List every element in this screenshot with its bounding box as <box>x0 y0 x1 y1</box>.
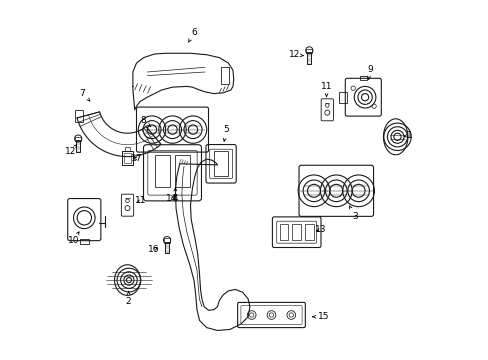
Bar <box>164 238 170 243</box>
Text: 5: 5 <box>223 125 229 141</box>
Text: 8: 8 <box>140 116 150 127</box>
Bar <box>155 155 169 187</box>
Text: 12: 12 <box>65 144 77 157</box>
Text: 2: 2 <box>125 292 131 306</box>
Bar <box>164 242 169 253</box>
Bar <box>306 49 311 53</box>
Text: 10: 10 <box>68 232 79 245</box>
Text: 17: 17 <box>130 154 142 163</box>
Bar <box>221 67 228 84</box>
Bar <box>279 224 288 240</box>
Bar <box>125 147 129 151</box>
Bar <box>75 137 81 141</box>
Text: 12: 12 <box>288 50 303 59</box>
Bar <box>80 239 88 244</box>
Text: 15: 15 <box>312 312 329 321</box>
Text: 4: 4 <box>172 188 178 203</box>
Text: 16: 16 <box>148 245 159 253</box>
Bar <box>123 153 131 163</box>
Bar <box>75 110 83 122</box>
Text: 11: 11 <box>135 197 146 205</box>
Text: 7: 7 <box>80 89 90 101</box>
Bar <box>76 140 80 152</box>
Bar <box>305 224 313 240</box>
Text: 3: 3 <box>348 206 358 221</box>
Text: 11: 11 <box>320 82 332 96</box>
Bar <box>122 151 133 165</box>
Text: 1: 1 <box>404 131 412 140</box>
Bar <box>339 92 346 103</box>
Text: 14: 14 <box>166 194 177 203</box>
Bar <box>213 151 228 176</box>
Text: 6: 6 <box>188 28 197 42</box>
Text: 13: 13 <box>314 225 326 234</box>
Text: 9: 9 <box>366 65 372 79</box>
Bar <box>359 76 366 80</box>
Bar <box>292 224 301 240</box>
Bar <box>175 155 189 187</box>
Bar <box>306 52 311 64</box>
